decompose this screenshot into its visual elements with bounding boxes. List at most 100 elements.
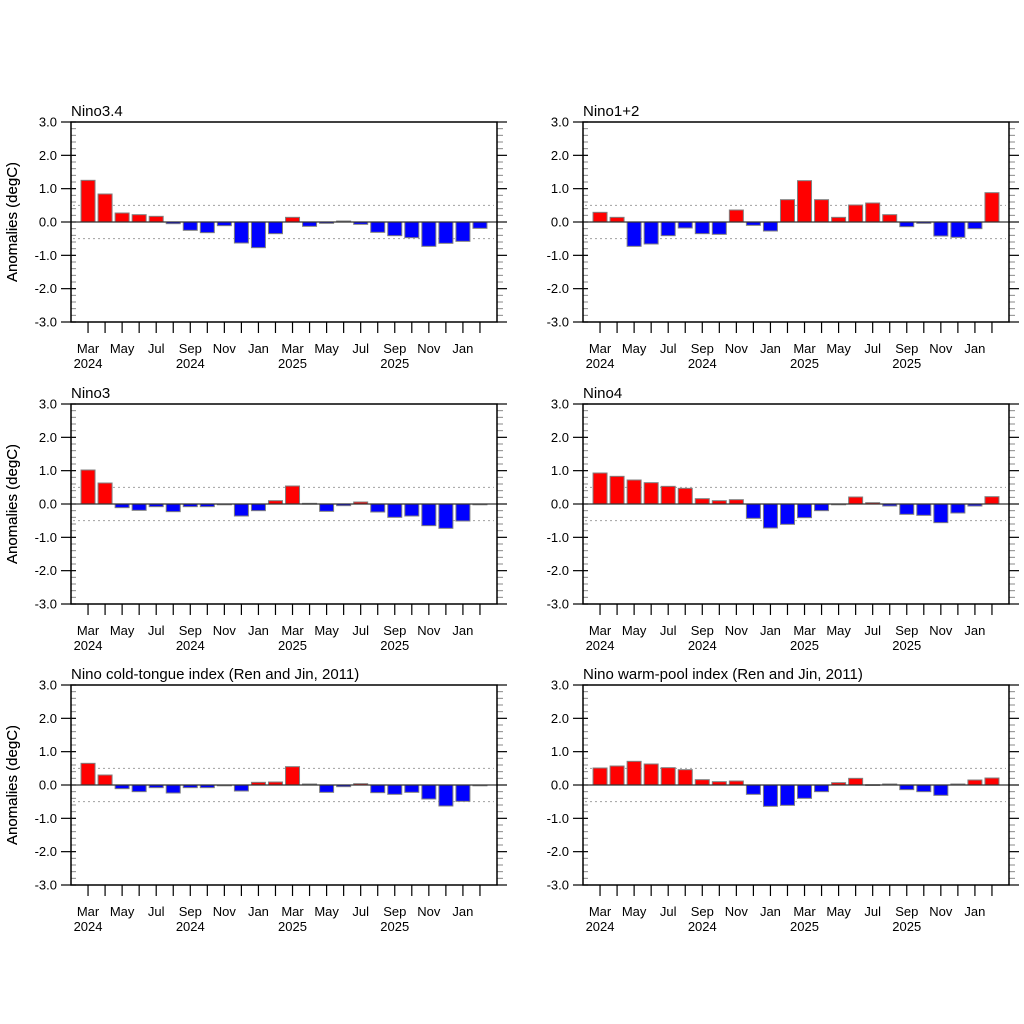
bar-jun-2024 — [131, 503, 147, 511]
bar-dec-2025 — [438, 784, 454, 807]
y-tick-label: 0.0 — [39, 778, 57, 793]
bar-mar-2025 — [285, 485, 301, 505]
x-tick-label-month: Jan — [760, 341, 781, 356]
bar-oct-2024 — [199, 221, 215, 234]
bar-mar-2024 — [592, 472, 608, 505]
bar-mar-2024 — [592, 211, 608, 223]
x-tick-label-month: Mar — [793, 904, 816, 919]
x-tick-label-month: May — [622, 904, 647, 919]
bar-oct-2025 — [404, 221, 420, 239]
x-tick-label-year: 2024 — [74, 356, 103, 371]
x-tick-label-month: Jul — [864, 904, 881, 919]
bar-sep-2025 — [387, 784, 403, 795]
x-tick-label-year: 2025 — [790, 356, 819, 371]
bar-dec-2025 — [950, 221, 966, 238]
bar-mar-2025 — [285, 216, 301, 223]
bar-apr-2025 — [302, 221, 318, 227]
x-tick-label-month: Nov — [929, 341, 953, 356]
x-tick-label-year: 2024 — [176, 919, 205, 934]
x-tick-label-month: May — [622, 341, 647, 356]
x-tick-label-month: Nov — [213, 341, 237, 356]
bar-sep-2025 — [387, 221, 403, 237]
x-tick-label-month: Jan — [452, 341, 473, 356]
bar-dec-2025 — [950, 503, 966, 514]
bar-jun-2025 — [848, 777, 864, 786]
plot-frame — [70, 403, 498, 605]
bar-oct-2025 — [916, 503, 932, 516]
x-tick-label-month: Mar — [793, 623, 816, 638]
x-tick-label-month: Jul — [148, 623, 165, 638]
x-tick-label-month: Jul — [864, 341, 881, 356]
x-tick-label-month: Jul — [660, 623, 677, 638]
bar-mar-2024 — [80, 469, 96, 505]
plot-frame — [582, 121, 1010, 323]
bar-nov-2025 — [933, 784, 949, 796]
y-tick-label: 3.0 — [39, 397, 57, 412]
bar-apr-2024 — [97, 482, 113, 505]
x-tick-label-month: Nov — [417, 623, 441, 638]
y-tick-label: 3.0 — [39, 678, 57, 693]
y-tick-label: -2.0 — [547, 844, 569, 859]
x-tick-label-month: Jul — [148, 904, 165, 919]
y-tick-label: -1.0 — [547, 248, 569, 263]
y-tick-label: 2.0 — [551, 430, 569, 445]
y-tick-label: -2.0 — [35, 563, 57, 578]
bar-oct-2024 — [711, 221, 727, 235]
chart-title: Nino3.4 — [71, 103, 123, 120]
bar-jan-2026 — [455, 221, 471, 242]
bar-jun-2024 — [643, 763, 659, 786]
y-tick-label: -3.0 — [547, 315, 569, 330]
x-tick-label-year: 2024 — [688, 919, 717, 934]
y-tick-label: -3.0 — [35, 315, 57, 330]
chart-title: Nino cold-tongue index (Ren and Jin, 201… — [71, 666, 359, 683]
y-tick-label: -3.0 — [547, 878, 569, 893]
bar-jan-2025 — [762, 784, 778, 807]
bar-feb-2025 — [779, 784, 795, 806]
y-axis-label: Anomalies (degC) — [4, 725, 21, 845]
x-tick-label-month: Jul — [660, 341, 677, 356]
bar-aug-2025 — [882, 214, 898, 223]
bar-aug-2024 — [165, 503, 181, 513]
x-tick-label-month: Sep — [383, 904, 406, 919]
y-tick-label: 1.0 — [39, 181, 57, 196]
bar-dec-2024 — [233, 784, 249, 792]
y-axis-label: Anomalies (degC) — [4, 444, 21, 564]
y-tick-label: -3.0 — [547, 597, 569, 612]
x-tick-label-month: Mar — [77, 623, 100, 638]
bar-mar-2024 — [80, 762, 96, 786]
y-tick-label: 1.0 — [551, 744, 569, 759]
bar-sep-2024 — [694, 779, 710, 786]
y-axis-label: Anomalies (degC) — [4, 162, 21, 282]
x-tick-label-month: Nov — [417, 341, 441, 356]
bar-apr-2024 — [609, 475, 625, 505]
x-tick-label-year: 2025 — [790, 638, 819, 653]
x-tick-label-month: May — [110, 904, 135, 919]
x-tick-label-month: Nov — [929, 623, 953, 638]
x-tick-label-month: May — [314, 623, 339, 638]
bar-mar-2025 — [797, 503, 813, 519]
bar-jan-2025 — [250, 503, 266, 512]
x-tick-label-month: Mar — [589, 341, 612, 356]
y-tick-label: 3.0 — [551, 115, 569, 130]
x-tick-label-month: May — [314, 341, 339, 356]
chart-panel-0: Nino3.4 Anomalies (degC) 3.0 2.0 1.0 0.0 -1.0 -… — [4, 103, 507, 371]
bar-may-2025 — [319, 784, 335, 793]
bar-sep-2024 — [694, 498, 710, 505]
chart-panel-4: Nino cold-tongue index (Ren and Jin, 201… — [4, 666, 507, 934]
x-tick-label-month: Nov — [213, 623, 237, 638]
x-tick-label-month: Nov — [725, 341, 749, 356]
x-tick-label-year: 2025 — [892, 919, 921, 934]
x-tick-label-month: Jan — [964, 623, 985, 638]
x-tick-label-month: Sep — [383, 623, 406, 638]
bar-aug-2024 — [677, 769, 693, 786]
bar-jul-2024 — [660, 221, 676, 237]
x-tick-label-month: Sep — [691, 341, 714, 356]
bar-jun-2025 — [848, 496, 864, 505]
y-tick-label: 1.0 — [551, 463, 569, 478]
y-tick-label: -1.0 — [35, 530, 57, 545]
chart-title: Nino warm-pool index (Ren and Jin, 2011) — [583, 666, 863, 683]
x-tick-label-month: Jan — [452, 904, 473, 919]
y-tick-label: -3.0 — [35, 597, 57, 612]
y-axis-label: Anomalies (degC) — [4, 162, 21, 282]
y-tick-label: 1.0 — [551, 181, 569, 196]
